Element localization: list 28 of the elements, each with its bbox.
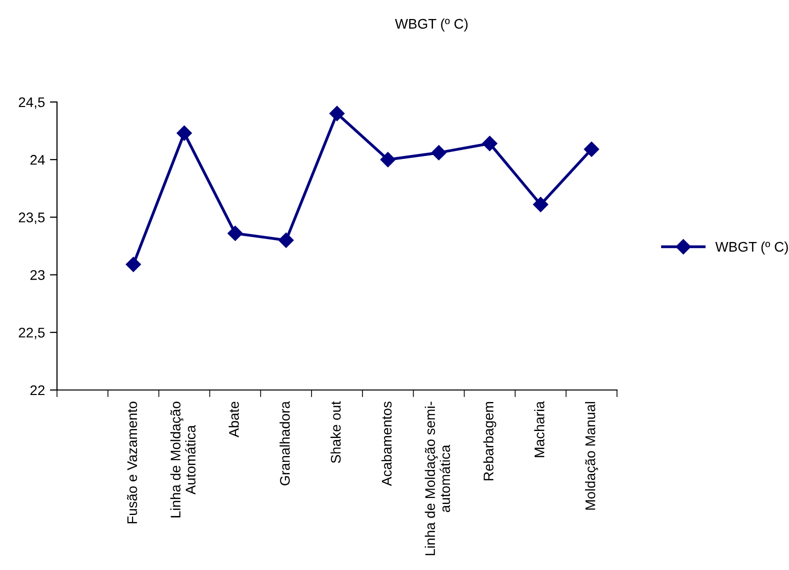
y-tick-label: 22 bbox=[30, 385, 44, 396]
x-tick-label: Linha de Moldação semi- automática bbox=[424, 402, 450, 556]
x-tick-label: Linha de Moldação Automática bbox=[170, 402, 196, 518]
y-tick-label: 24,5 bbox=[18, 97, 45, 109]
point bbox=[533, 196, 548, 212]
point bbox=[228, 226, 243, 241]
x-tick-label: Abate bbox=[228, 402, 239, 438]
legend-label: WBGT (º C) bbox=[715, 242, 788, 254]
x-tick-label: Fusão e Vazamento bbox=[126, 402, 138, 524]
chart-title: WBGT (º C) bbox=[394, 18, 468, 32]
x-tick-label: Shake out bbox=[330, 401, 341, 464]
point bbox=[126, 256, 141, 272]
y-tick-label: 22,5 bbox=[18, 328, 45, 340]
point bbox=[380, 152, 396, 168]
x-tick-label: Granalhadora bbox=[280, 401, 290, 486]
x-tick-label: Rebarbagem bbox=[483, 402, 496, 480]
point bbox=[584, 142, 600, 157]
x-tick-label: Macharia bbox=[534, 401, 544, 458]
x-tick-label: Acabamentos bbox=[381, 402, 392, 486]
point bbox=[431, 145, 446, 160]
point bbox=[329, 106, 345, 122]
y-tick-label: 24 bbox=[30, 154, 45, 165]
x-tick-label: Moldação Manual bbox=[585, 402, 598, 510]
point bbox=[278, 232, 294, 248]
point bbox=[482, 136, 498, 152]
point bbox=[176, 126, 192, 141]
y-tick-label: 23 bbox=[30, 270, 45, 280]
y-tick-label: 23,5 bbox=[18, 212, 45, 224]
